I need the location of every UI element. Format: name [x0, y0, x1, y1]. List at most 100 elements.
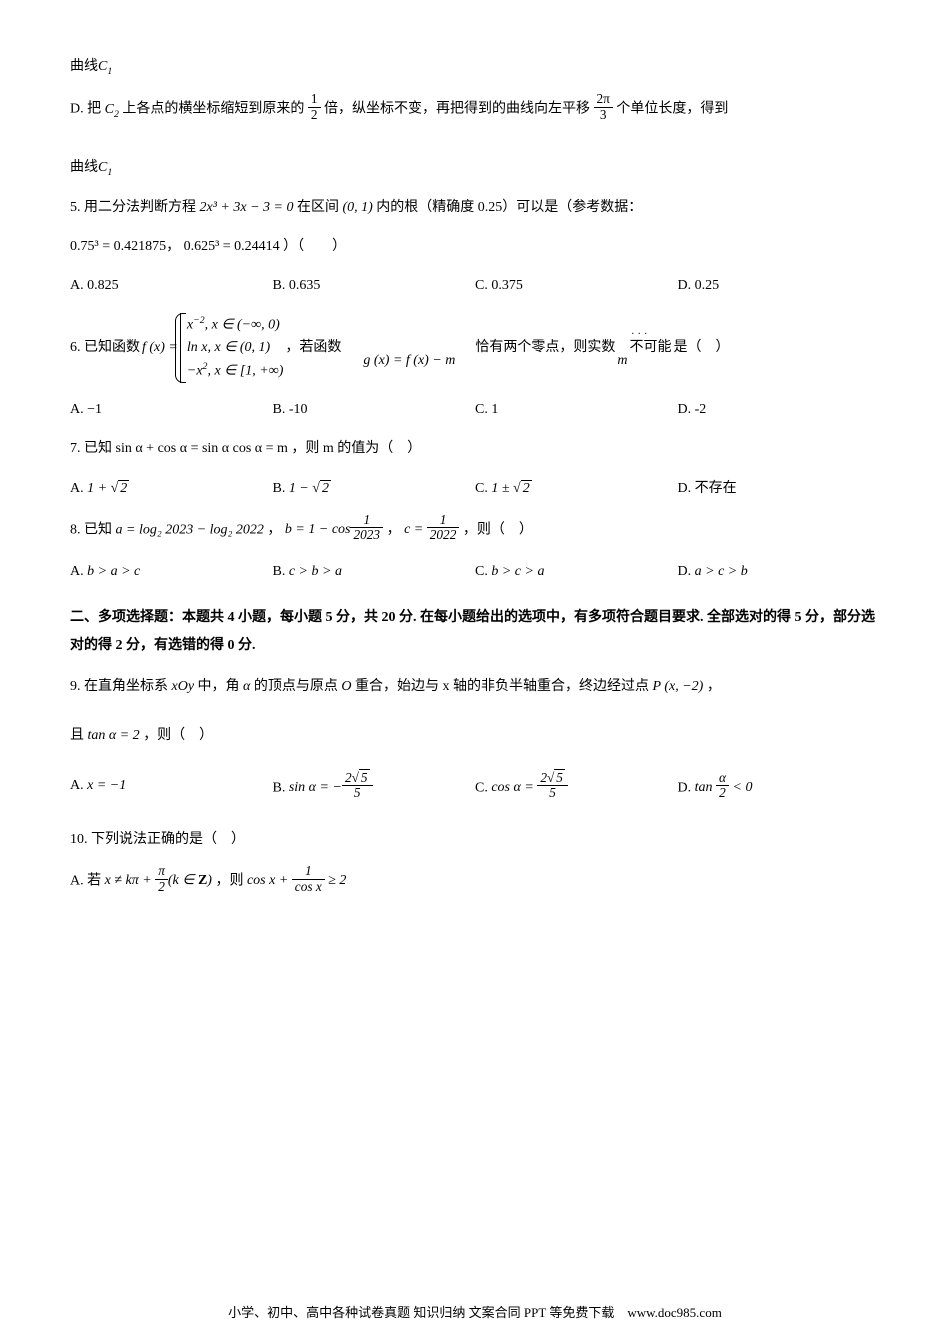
- q7-opt-a: A. 1 + 2: [70, 476, 273, 501]
- optd-suffix-quxian: 曲线: [70, 160, 98, 175]
- q9-stem-line2: 且 tan α = 2 ，则（ ）: [70, 723, 880, 748]
- optd-c: C: [105, 102, 114, 117]
- q9-opt-a: A. x = −1: [70, 773, 273, 803]
- q9d-lhs: tan: [695, 780, 716, 795]
- q6-stem: 6. 已知函数 f (x) = x−2, x ∈ (−∞, 0) ln x, x…: [70, 313, 880, 383]
- q9c-pre: C.: [475, 780, 491, 795]
- q8-opt-c: C. b > c > a: [475, 559, 678, 584]
- optd-shift-num: 2π: [594, 92, 613, 108]
- q4-option-d-cont: 曲线C1: [70, 155, 880, 181]
- q4-option-d: D. 把 C2 上各点的横坐标缩短到原来的 12 倍，纵坐标不变，再把得到的曲线…: [70, 94, 880, 124]
- q9-e: ，: [707, 679, 721, 694]
- q9-c: 的顶点与原点: [254, 679, 342, 694]
- q8-comma1: ，: [267, 522, 281, 537]
- q8d-pre: D.: [678, 564, 695, 579]
- q8-b-num: 1: [350, 513, 383, 529]
- q9-P: P (x, −2): [653, 679, 704, 694]
- q8-opt-d: D. a > c > b: [678, 559, 881, 584]
- optd-mid2: 倍，纵坐标不变，再把得到的曲线向左平移: [324, 102, 590, 117]
- q9a-pre: A.: [70, 778, 87, 793]
- q9-a: 9. 在直角坐标系: [70, 679, 172, 694]
- q5-opt-c: C. 0.375: [475, 273, 678, 298]
- q5-opt-b: B. 0.635: [273, 273, 476, 298]
- q6-gx: g (x) = f (x) − m: [363, 348, 455, 373]
- q7-opt-c: C. 1 ± 2: [475, 476, 678, 501]
- q5-text-a: 5. 用二分法判断方程: [70, 200, 196, 215]
- q9b-num-rad: 5: [359, 769, 370, 785]
- q6-fx: f (x) =: [142, 335, 178, 360]
- optd-prefix: D. 把: [70, 102, 101, 117]
- q9b-pre: B.: [273, 780, 289, 795]
- q6-p3b: , x ∈ [1, +∞): [207, 364, 283, 379]
- q9d-den: 2: [716, 786, 729, 801]
- q9b-num: 25: [342, 771, 373, 787]
- q5-opt-a: A. 0.825: [70, 273, 273, 298]
- q5-opt-d: D. 0.25: [678, 273, 881, 298]
- q8-opt-a: A. b > a > c: [70, 559, 273, 584]
- q7a-rad: 2: [118, 480, 129, 496]
- q10a-Z: Z: [198, 873, 207, 888]
- optd-mid3: 个单位长度，得到: [616, 102, 728, 117]
- q7c-pre: C.: [475, 481, 491, 496]
- q8a-pre: A.: [70, 564, 87, 579]
- q5-interval: (0, 1): [342, 200, 372, 215]
- q8-b-den: 2023: [350, 528, 383, 543]
- q8-opt-b: B. c > b > a: [273, 559, 476, 584]
- q9c-num-a: 2: [540, 770, 547, 785]
- q8-b-frac: 12023: [350, 513, 383, 543]
- q7a-pre: A.: [70, 481, 87, 496]
- sym-c: C: [98, 59, 107, 74]
- q6-m-col: m: [617, 323, 627, 373]
- q9-options: A. x = −1 B. sin α = −255 C. cos α = 255…: [70, 773, 880, 803]
- q8c-val: b > c > a: [491, 564, 544, 579]
- q8-c-frac: 12022: [427, 513, 460, 543]
- optd-half-den: 2: [308, 108, 321, 123]
- optd-c1sub: 1: [107, 166, 112, 177]
- q8b-val: c > b > a: [289, 564, 342, 579]
- q9-opt-c: C. cos α = 255: [475, 773, 678, 803]
- q9-tan: tan α = 2: [88, 728, 140, 743]
- optd-mid1: 上各点的横坐标缩短到原来的: [122, 102, 304, 117]
- q9d-num: α: [716, 771, 729, 787]
- q6-options: A. −1 B. -10 C. 1 D. -2: [70, 397, 880, 422]
- q6-text-c: 恰有两个零点，则实数: [475, 335, 615, 360]
- q10a-cond-a: x ≠ kπ +: [105, 873, 156, 888]
- q7-options: A. 1 + 2 B. 1 − 2 C. 1 ± 2 D. 不存在: [70, 476, 880, 501]
- q9-d: 重合，始边与 x 轴的非负半轴重合，终边经过点: [355, 679, 653, 694]
- fragment-curve-c1: 曲线C1: [70, 54, 880, 80]
- q8-text-a: 8. 已知: [70, 522, 116, 537]
- q7-opt-b: B. 1 − 2: [273, 476, 476, 501]
- q8-end: ，则（ ）: [463, 522, 533, 537]
- q9d-rhs: < 0: [729, 780, 752, 795]
- q9b-num-a: 2: [345, 770, 352, 785]
- q6-opt-d: D. -2: [678, 397, 881, 422]
- q5-text-c: 内的根（精确度 0.25）可以是（参考数据：: [376, 200, 642, 215]
- q9-O: O: [341, 679, 351, 694]
- q6-opt-a: A. −1: [70, 397, 273, 422]
- q10a-cond-b: (k ∈: [168, 873, 198, 888]
- q10a-mid: ，则: [215, 873, 247, 888]
- q5-text-b: 在区间: [297, 200, 339, 215]
- q6-piece2: ln x, x ∈ (0, 1): [187, 337, 284, 359]
- q9b-frac: 255: [342, 771, 373, 801]
- q6-text-d-emph: 不可能: [630, 335, 672, 360]
- q9c-den: 5: [537, 786, 568, 801]
- q10a-rhs-a: cos x +: [247, 873, 292, 888]
- q8-a-expr: a = log₂ 2023 − log₂ 2022: [116, 522, 264, 537]
- q9c-num: 25: [537, 771, 568, 787]
- q7-stem: 7. 已知 sin α + cos α = sin α cos α = m ，则…: [70, 436, 880, 461]
- q7a-val: 1 +: [87, 481, 110, 496]
- q7b-pre: B.: [273, 481, 289, 496]
- q5-options: A. 0.825 B. 0.635 C. 0.375 D. 0.25: [70, 273, 880, 298]
- q8b-pre: B.: [273, 564, 289, 579]
- q10a-rhs-frac: 1cos x: [292, 864, 325, 894]
- text-quxian: 曲线: [70, 59, 98, 74]
- page-footer: 小学、初中、高中各种试卷真题 知识归纳 文案合同 PPT 等免费下载 www.d…: [0, 1301, 950, 1324]
- section-2-title: 二、多项选择题：本题共 4 小题，每小题 5 分，共 20 分. 在每小题给出的…: [70, 604, 880, 660]
- q7b-rad: 2: [320, 480, 331, 496]
- q9b-den: 5: [342, 786, 373, 801]
- q8-b-pre: b = 1 − cos: [285, 522, 351, 537]
- q10a-pre: A. 若: [70, 873, 105, 888]
- q10a-pi-num: π: [155, 864, 168, 880]
- q9c-frac: 255: [537, 771, 568, 801]
